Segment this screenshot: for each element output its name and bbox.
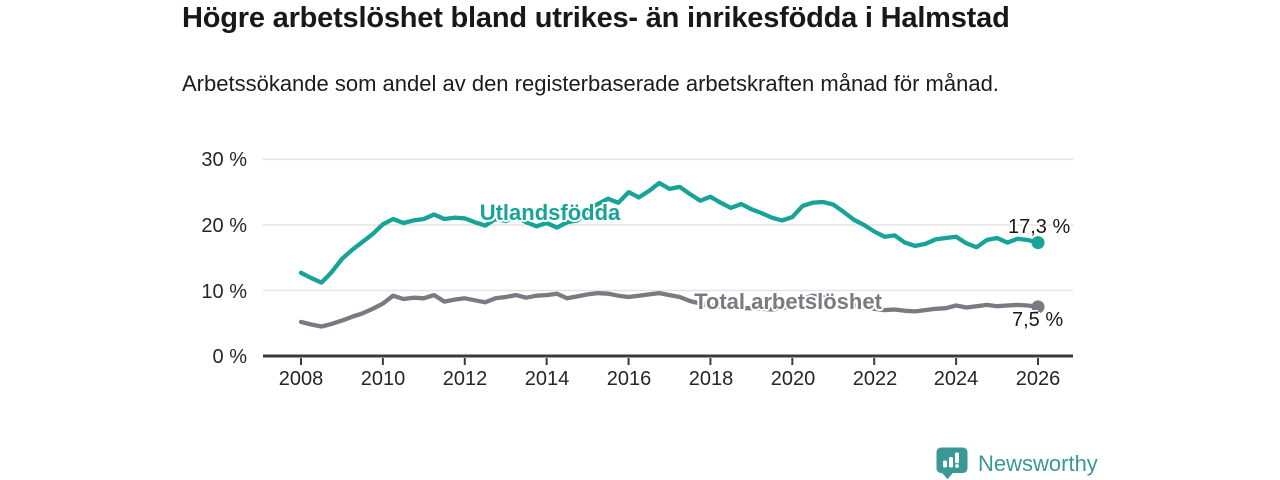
x-axis-labels: 2008 2010 2012 2014 2016 2018 2020 2022 … [279,368,1061,390]
x-tick-2008: 2008 [279,368,324,390]
chart-subtitle: Arbetssökande som andel av den registerb… [182,71,999,96]
gridlines [263,158,1073,292]
x-tick-2016: 2016 [607,368,652,390]
x-tick-2014: 2014 [525,368,570,390]
x-tick-2024: 2024 [934,368,979,390]
newsworthy-brand-link[interactable]: Newsworthy [935,446,1098,480]
y-tick-0: 0 % [213,346,248,368]
x-tick-2020: 2020 [771,368,816,390]
x-tick-2012: 2012 [443,368,488,390]
end-value-total-arbetsloshet: 7,5 % [1012,309,1064,331]
x-tick-2010: 2010 [361,368,406,390]
series-label-total-arbetsloshet: Total arbetslöshet [694,289,882,314]
y-tick-20: 20 % [201,215,247,237]
bar-chart-pin-icon [936,447,968,480]
brand-name: Newsworthy [978,450,1098,476]
y-tick-30: 30 % [201,149,247,171]
chart-title: Högre arbetslöshet bland utrikes- än inr… [182,2,1010,34]
data-series [298,180,1045,329]
series-label-utlandsfodda: Utlandsfödda [479,200,621,225]
x-tick-2022: 2022 [853,368,898,390]
x-tick-2018: 2018 [689,368,734,390]
y-tick-10: 10 % [201,281,247,303]
x-tick-2026: 2026 [1016,368,1061,390]
x-axis [263,354,1073,365]
y-axis-labels: 30 % 20 % 10 % 0 % [201,149,247,368]
end-value-utlandsfodda: 17,3 % [1008,216,1071,238]
